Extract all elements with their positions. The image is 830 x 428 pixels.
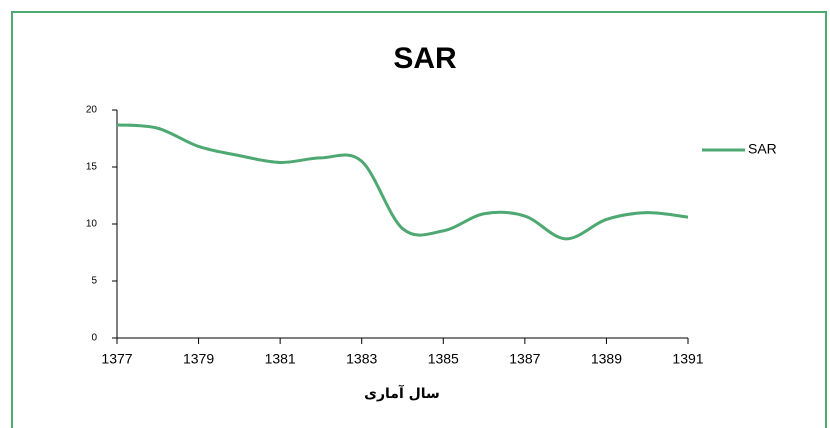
y-tick-label: 0: [91, 333, 97, 344]
x-tick-label: 1385: [428, 351, 459, 367]
series-line: [116, 123, 689, 241]
y-tick-label: 5: [91, 276, 97, 287]
x-tick-label: 1389: [591, 351, 622, 367]
x-tick-label: 1383: [346, 351, 377, 367]
x-tick-label: 1381: [265, 351, 296, 367]
y-tick-label: 20: [86, 105, 98, 116]
chart-title: SAR: [393, 42, 457, 75]
x-axis-label: سال آماری: [364, 384, 440, 402]
x-tick-label: 1387: [509, 351, 540, 367]
y-tick-label: 10: [86, 219, 98, 230]
x-tick-label: 1391: [672, 351, 703, 367]
chart-frame: [11, 11, 827, 428]
x-tick-label: 1377: [101, 351, 132, 367]
legend-label: SAR: [748, 141, 777, 157]
x-tick-label: 1379: [183, 351, 214, 367]
y-tick-label: 15: [86, 162, 98, 173]
